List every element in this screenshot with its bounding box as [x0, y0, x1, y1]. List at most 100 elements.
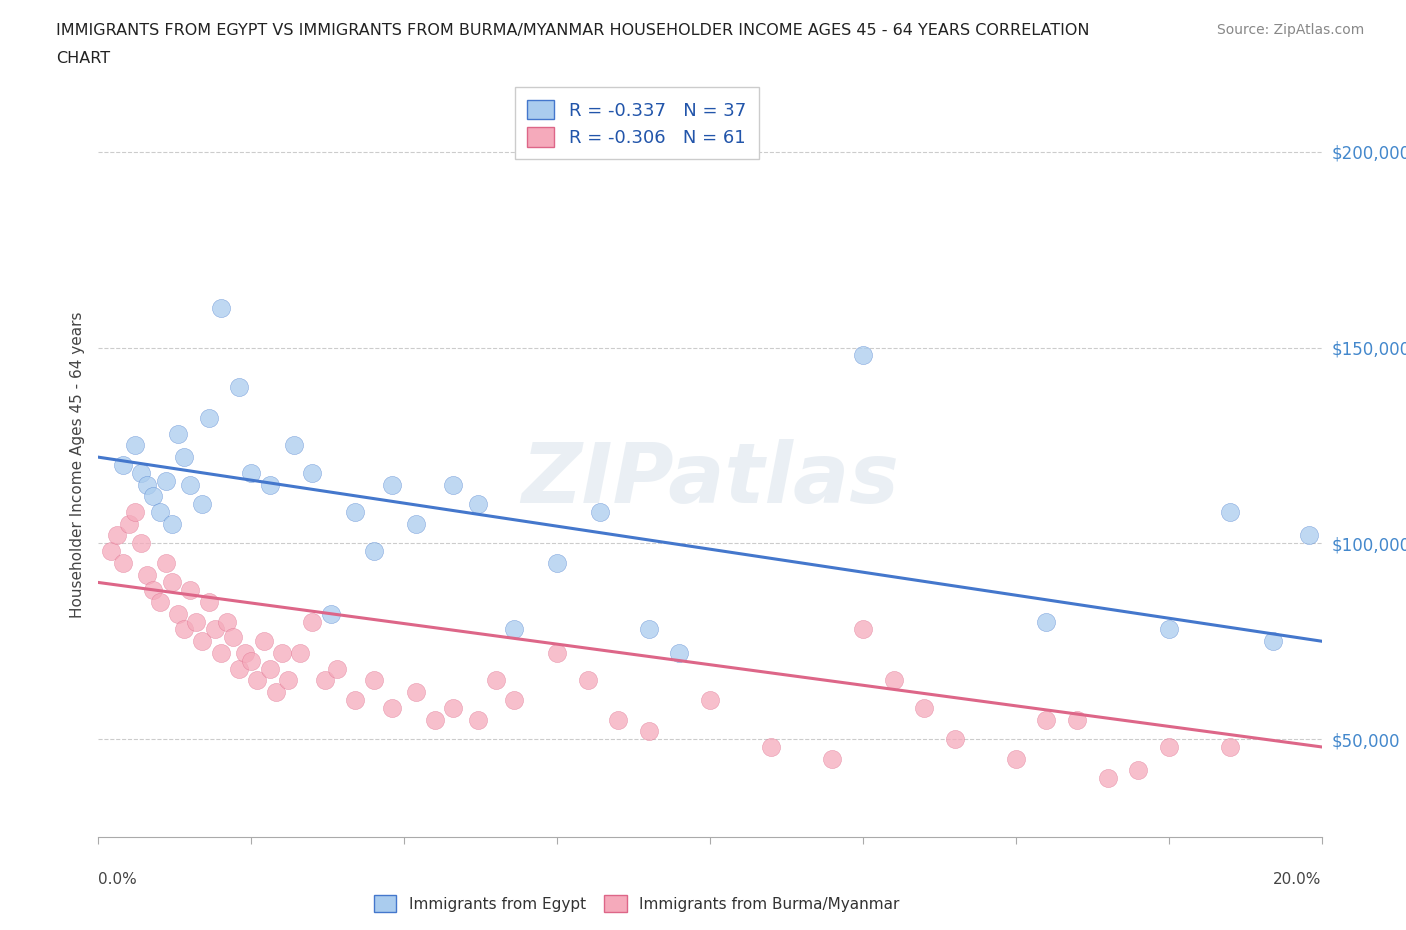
Point: [155, 473, 177, 488]
Point: [124, 438, 146, 453]
Point: [1097, 771, 1119, 786]
Point: [228, 379, 250, 394]
Point: [607, 712, 630, 727]
Point: [1035, 614, 1057, 629]
Point: [1128, 763, 1150, 777]
Point: [111, 555, 134, 570]
Point: [129, 465, 152, 480]
Point: [363, 673, 385, 688]
Point: [1066, 712, 1088, 727]
Text: IMMIGRANTS FROM EGYPT VS IMMIGRANTS FROM BURMA/MYANMAR HOUSEHOLDER INCOME AGES 4: IMMIGRANTS FROM EGYPT VS IMMIGRANTS FROM…: [56, 23, 1090, 38]
Point: [381, 700, 404, 715]
Point: [344, 505, 367, 520]
Point: [301, 614, 323, 629]
Point: [179, 477, 201, 492]
Point: [405, 516, 427, 531]
Point: [142, 489, 165, 504]
Point: [228, 661, 250, 676]
Point: [1261, 633, 1284, 648]
Point: [1298, 528, 1320, 543]
Point: [423, 712, 446, 727]
Point: [222, 630, 245, 644]
Point: [100, 544, 122, 559]
Point: [118, 516, 141, 531]
Point: [912, 700, 935, 715]
Point: [467, 712, 489, 727]
Point: [259, 661, 281, 676]
Point: [503, 622, 526, 637]
Point: [160, 516, 183, 531]
Point: [852, 622, 875, 637]
Point: [173, 622, 195, 637]
Text: 20.0%: 20.0%: [1274, 872, 1322, 887]
Point: [142, 583, 165, 598]
Point: [149, 505, 172, 520]
Point: [1157, 739, 1180, 754]
Text: 0.0%: 0.0%: [98, 872, 138, 887]
Point: [136, 567, 159, 582]
Point: [314, 673, 336, 688]
Point: [759, 739, 782, 754]
Point: [173, 450, 195, 465]
Point: [467, 497, 489, 512]
Point: [576, 673, 599, 688]
Point: [363, 544, 385, 559]
Point: [1219, 739, 1241, 754]
Point: [124, 505, 146, 520]
Point: [129, 536, 152, 551]
Point: [197, 410, 219, 425]
Point: [111, 458, 134, 472]
Legend: Immigrants from Egypt, Immigrants from Burma/Myanmar: Immigrants from Egypt, Immigrants from B…: [367, 889, 905, 918]
Point: [264, 684, 287, 699]
Point: [149, 594, 172, 609]
Point: [503, 693, 526, 708]
Point: [209, 645, 232, 660]
Point: [283, 438, 305, 453]
Point: [197, 594, 219, 609]
Point: [589, 505, 612, 520]
Point: [1004, 751, 1026, 766]
Point: [246, 673, 269, 688]
Point: [191, 633, 214, 648]
Point: [852, 348, 875, 363]
Point: [546, 645, 568, 660]
Point: [1219, 505, 1241, 520]
Point: [204, 622, 226, 637]
Text: CHART: CHART: [56, 51, 110, 66]
Point: [546, 555, 568, 570]
Point: [105, 528, 128, 543]
Point: [344, 693, 367, 708]
Point: [240, 465, 263, 480]
Point: [186, 614, 208, 629]
Point: [883, 673, 905, 688]
Point: [252, 633, 274, 648]
Point: [441, 700, 464, 715]
Point: [259, 477, 281, 492]
Point: [821, 751, 844, 766]
Point: [179, 583, 201, 598]
Text: ZIPatlas: ZIPatlas: [522, 439, 898, 521]
Point: [301, 465, 323, 480]
Point: [233, 645, 256, 660]
Point: [405, 684, 427, 699]
Point: [1157, 622, 1180, 637]
Point: [637, 724, 661, 738]
Point: [167, 426, 190, 441]
Text: Source: ZipAtlas.com: Source: ZipAtlas.com: [1216, 23, 1364, 37]
Point: [209, 301, 232, 316]
Point: [381, 477, 404, 492]
Point: [699, 693, 721, 708]
Point: [277, 673, 299, 688]
Point: [240, 654, 263, 669]
Point: [270, 645, 292, 660]
Point: [215, 614, 238, 629]
Point: [441, 477, 464, 492]
Point: [326, 661, 349, 676]
Point: [1035, 712, 1057, 727]
Point: [319, 606, 342, 621]
Point: [136, 477, 159, 492]
Point: [485, 673, 508, 688]
Point: [943, 732, 966, 747]
Point: [155, 555, 177, 570]
Point: [167, 606, 190, 621]
